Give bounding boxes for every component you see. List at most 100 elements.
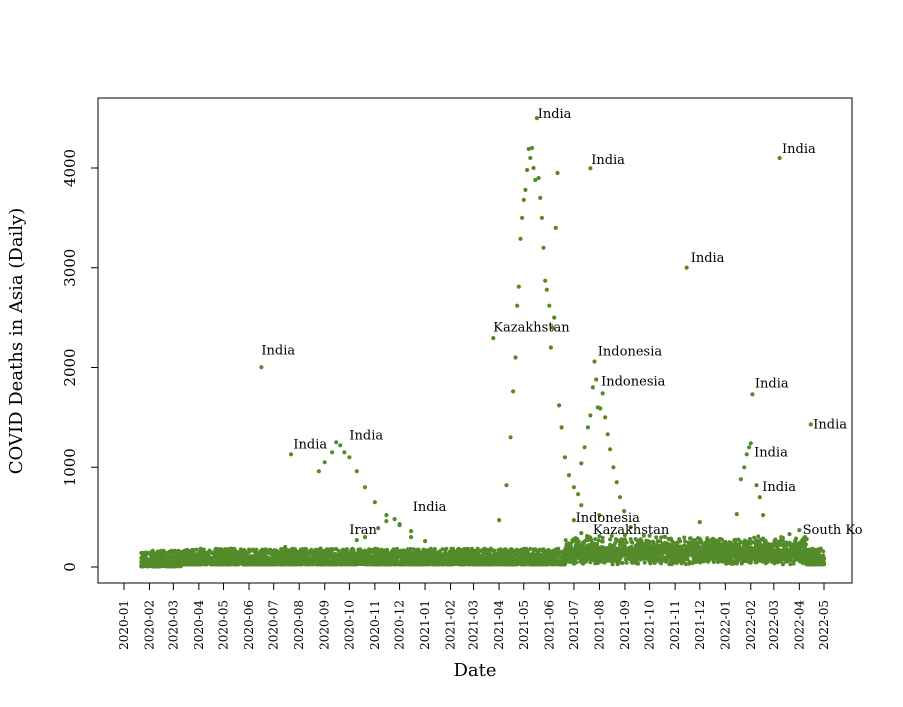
- data-point: [552, 315, 557, 320]
- data-point: [344, 547, 349, 552]
- data-point: [533, 177, 538, 183]
- data-point: [444, 546, 449, 551]
- data-point: [347, 455, 352, 460]
- data-point: [571, 485, 577, 490]
- data-point: [622, 537, 627, 542]
- data-point: [610, 562, 615, 567]
- data-point: [334, 440, 339, 445]
- data-point: [288, 452, 294, 457]
- data-point: [342, 450, 347, 455]
- data-point: [362, 485, 368, 490]
- data-point: [423, 539, 428, 544]
- data-point: [617, 495, 623, 500]
- data-point: [590, 385, 596, 390]
- data-point: [636, 561, 641, 566]
- data-point: [780, 561, 785, 566]
- data-point: [384, 513, 389, 518]
- data-point: [609, 534, 614, 538]
- data-point: [757, 495, 762, 500]
- data-point: [697, 520, 702, 525]
- data-point: [340, 547, 345, 552]
- data-point: [663, 534, 668, 539]
- data-point: [738, 477, 744, 482]
- data-point: [531, 165, 536, 171]
- data-point: [754, 483, 759, 488]
- data-point: [748, 560, 753, 565]
- data-point: [443, 550, 448, 555]
- data-point: [641, 533, 646, 538]
- data-point: [734, 511, 739, 517]
- data-point: [516, 284, 521, 289]
- data-point: [614, 538, 619, 543]
- data-point: [742, 465, 747, 470]
- data-point: [588, 166, 593, 171]
- data-point: [600, 391, 605, 396]
- data-point: [589, 537, 594, 542]
- data-point: [504, 483, 509, 488]
- data-point: [628, 525, 633, 530]
- data-point: [622, 533, 628, 538]
- data-point: [620, 561, 625, 565]
- data-point: [788, 562, 793, 567]
- data-point: [684, 265, 689, 270]
- data-point: [794, 536, 798, 541]
- data-point: [780, 535, 785, 540]
- data-point: [562, 455, 568, 460]
- data-point: [553, 225, 558, 230]
- data-point: [747, 445, 752, 450]
- data-point: [488, 546, 493, 551]
- data-point: [611, 465, 616, 470]
- data-point: [772, 561, 777, 566]
- data-point: [534, 116, 540, 121]
- data-point: [754, 543, 759, 548]
- data-point: [408, 547, 413, 551]
- data-point: [657, 556, 662, 561]
- data-point: [354, 538, 359, 543]
- data-point: [720, 537, 724, 542]
- data-point: [622, 544, 627, 549]
- data-point: [748, 441, 753, 446]
- data-point: [576, 492, 581, 497]
- data-point: [773, 537, 778, 542]
- data-point: [791, 561, 796, 566]
- data-point: [469, 546, 474, 551]
- data-point: [777, 155, 782, 161]
- data-point: [748, 538, 752, 542]
- data-point: [624, 540, 629, 545]
- data-point: [756, 534, 761, 539]
- data-point: [515, 303, 520, 308]
- data-point: [521, 197, 526, 202]
- data-point: [372, 500, 377, 505]
- data-point: [462, 546, 467, 551]
- data-point: [556, 546, 561, 551]
- data-point: [409, 535, 414, 540]
- data-point: [492, 548, 497, 553]
- data-point: [608, 537, 613, 542]
- data-point: [566, 473, 572, 478]
- data-point: [639, 538, 644, 543]
- data-point: [397, 523, 402, 528]
- data-point: [322, 460, 327, 465]
- data-point: [683, 539, 687, 544]
- data-point: [526, 146, 531, 152]
- data-point: [654, 535, 659, 540]
- data-point: [659, 535, 664, 540]
- data-point: [585, 425, 591, 430]
- data-point: [724, 561, 729, 566]
- data-point: [784, 540, 789, 545]
- data-point: [547, 303, 552, 308]
- data-point: [523, 187, 528, 192]
- data-point: [646, 539, 650, 543]
- data-point: [622, 509, 627, 514]
- data-point: [362, 535, 368, 540]
- data-point: [330, 547, 335, 552]
- data-point: [528, 155, 533, 161]
- data-point: [735, 559, 740, 564]
- data-point: [539, 215, 545, 220]
- data-point: [544, 287, 549, 292]
- data-point: [750, 392, 755, 397]
- data-point: [432, 547, 437, 551]
- data-point: [600, 535, 605, 540]
- data-point: [191, 547, 196, 552]
